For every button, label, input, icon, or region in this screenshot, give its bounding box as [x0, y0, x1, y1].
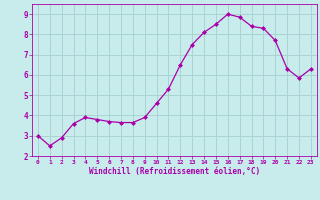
X-axis label: Windchill (Refroidissement éolien,°C): Windchill (Refroidissement éolien,°C) [89, 167, 260, 176]
